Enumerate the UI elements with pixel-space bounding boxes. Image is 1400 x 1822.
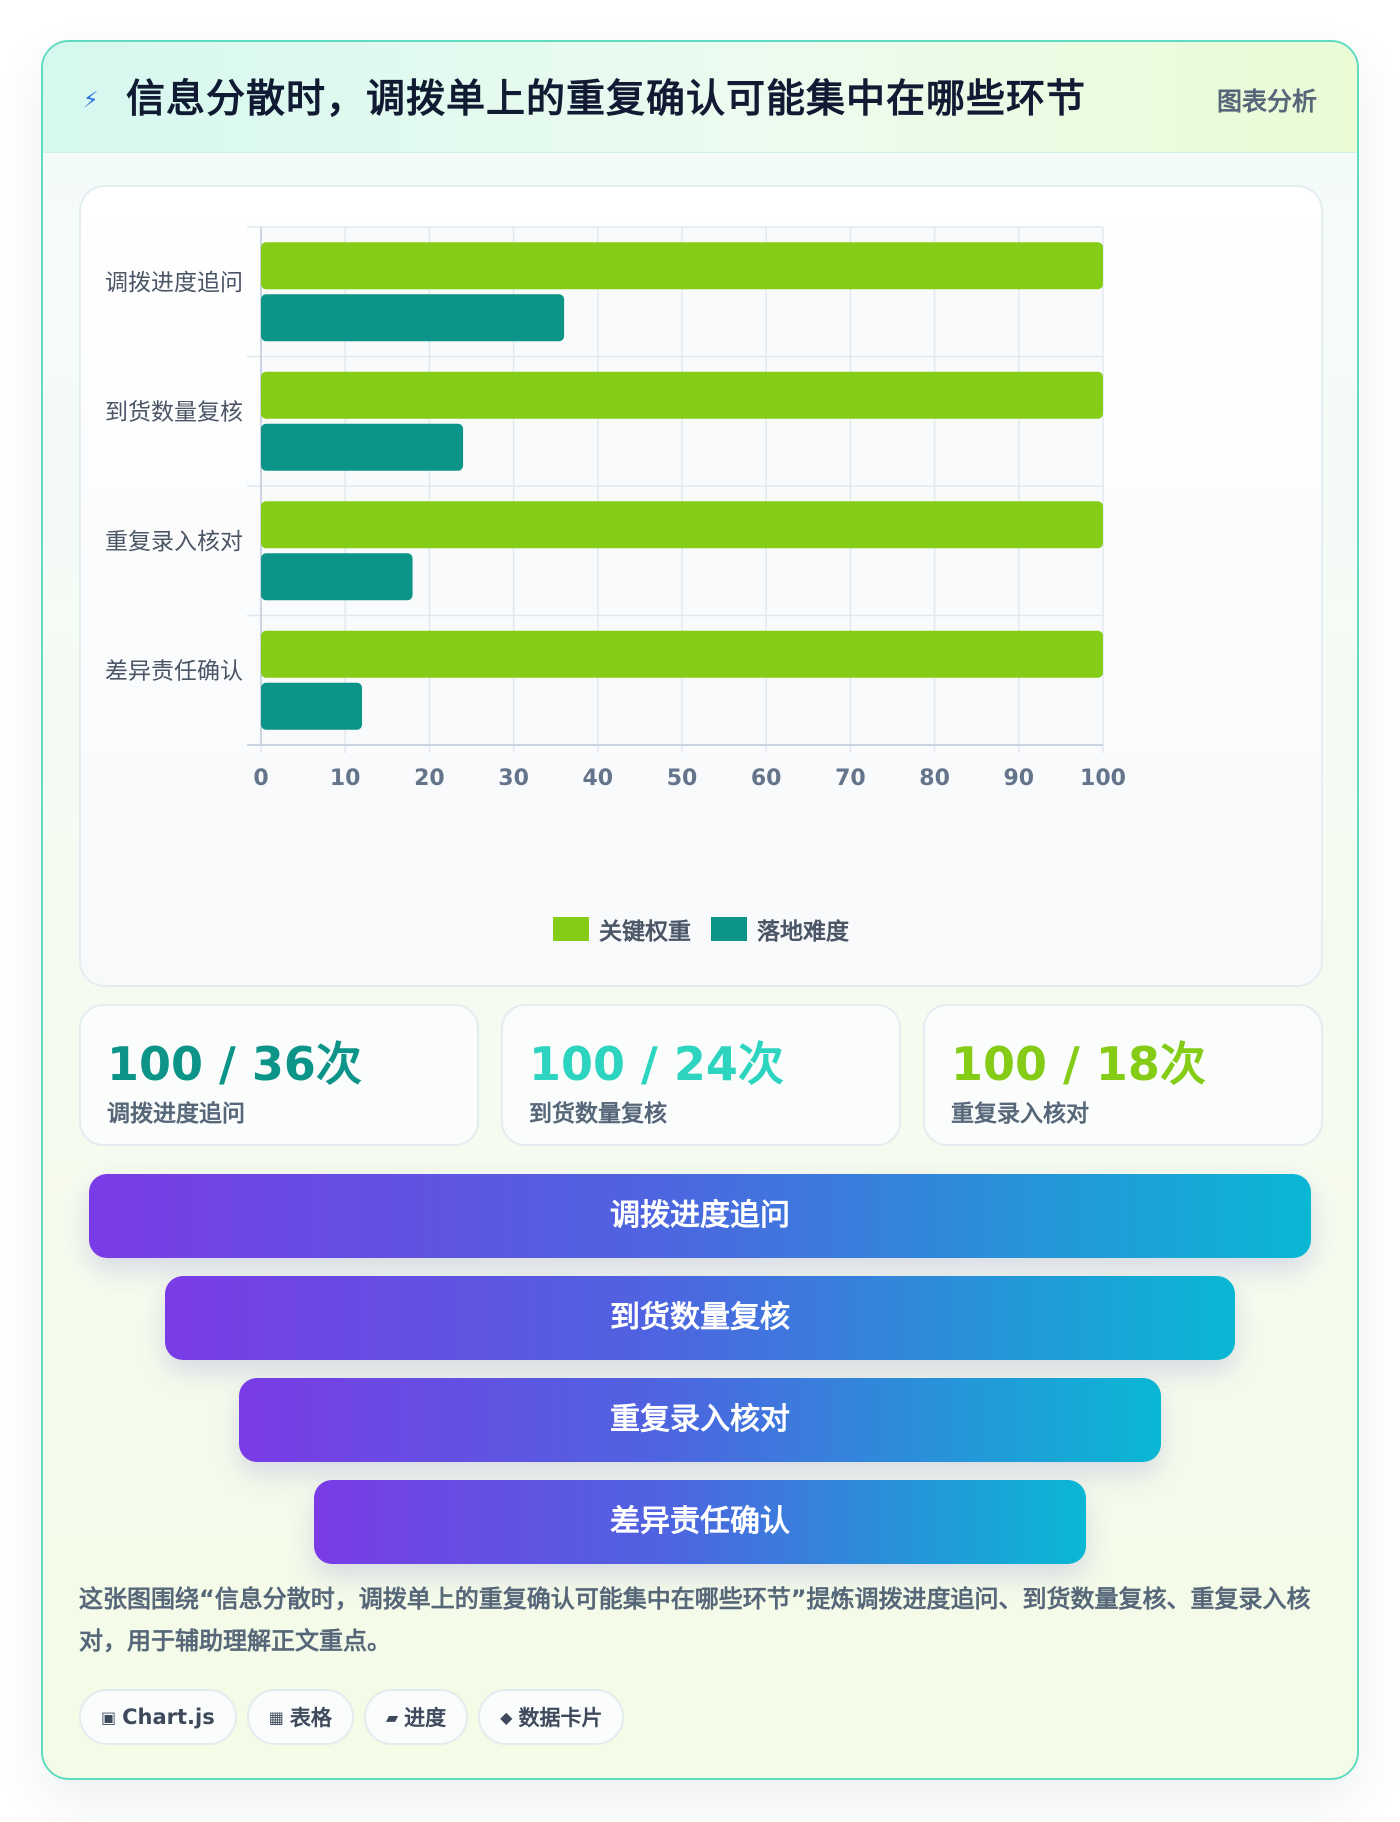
chip-label: 数据卡片 xyxy=(518,1706,603,1730)
chart-description: 这张图围绕“信息分散时，调拨单上的重复确认可能集中在哪些环节”提炼调拨进度追问、… xyxy=(79,1585,1311,1655)
bar-weight xyxy=(261,501,1103,549)
chip-data-card[interactable]: ◆ 数据卡片 xyxy=(478,1689,625,1745)
stat-value: 100 / 18次 xyxy=(951,1037,1206,1091)
x-tick-label: 0 xyxy=(253,766,268,791)
legend-item-difficulty[interactable]: 落地难度 xyxy=(711,912,849,946)
stat-value: 100 / 24次 xyxy=(529,1037,784,1091)
bar-chart-panel: 0 10 20 30 40 50 60 70 80 90 100 调拨进度追问 到货数量复核 重复录入核对… xyxy=(79,185,1323,987)
stat-label: 到货数量复核 xyxy=(529,1101,667,1127)
x-tick-label: 40 xyxy=(582,766,613,791)
legend-item-weight[interactable]: 关键权重 xyxy=(553,912,691,946)
chip-label: 进度 xyxy=(404,1706,447,1730)
bar-weight xyxy=(261,371,1103,419)
stat-card: 100 / 36次 调拨进度追问 xyxy=(79,1004,479,1146)
chart-icon: ▣ xyxy=(101,1707,117,1727)
lightning-icon: ⚡ xyxy=(83,88,99,113)
chart-legend: 关键权重 落地难度 xyxy=(81,912,1321,946)
x-tick-label: 100 xyxy=(1080,766,1126,791)
y-tick-label: 调拨进度追问 xyxy=(105,270,243,296)
chip-label: 表格 xyxy=(289,1706,332,1730)
bar-difficulty xyxy=(261,553,413,601)
bar-weight xyxy=(261,630,1103,678)
progress-icon: ▰ xyxy=(385,1707,399,1727)
x-tick-label: 80 xyxy=(919,766,950,791)
x-tick-label: 70 xyxy=(835,766,866,791)
stat-cards: 100 / 36次 调拨进度追问 100 / 24次 到货数量复核 100 / … xyxy=(79,1004,1323,1146)
stat-card: 100 / 18次 重复录入核对 xyxy=(923,1004,1323,1146)
bar-difficulty xyxy=(261,423,464,471)
chip-progress[interactable]: ▰ 进度 xyxy=(363,1689,469,1745)
chart-analysis-tag: 图表分析 xyxy=(1216,87,1317,116)
funnel-step: 到货数量复核 xyxy=(165,1276,1235,1360)
x-tick-label: 30 xyxy=(498,766,529,791)
y-tick-label: 到货数量复核 xyxy=(105,399,243,425)
legend-label-weight: 关键权重 xyxy=(599,919,691,945)
bar-weight xyxy=(261,242,1103,290)
table-icon: ▦ xyxy=(268,1707,284,1727)
bar-difficulty xyxy=(261,294,565,342)
funnel-step: 调拨进度追问 xyxy=(89,1174,1311,1258)
funnel-step: 差异责任确认 xyxy=(314,1480,1086,1564)
y-tick-label: 差异责任确认 xyxy=(105,658,243,684)
x-tick-label: 90 xyxy=(1003,766,1034,791)
chip-table[interactable]: ▦ 表格 xyxy=(246,1689,354,1745)
stat-label: 调拨进度追问 xyxy=(107,1101,245,1127)
bar-difficulty xyxy=(261,682,363,730)
page-title: 信息分散时，调拨单上的重复确认可能集中在哪些环节 xyxy=(126,77,1087,122)
funnel-step: 重复录入核对 xyxy=(239,1378,1161,1462)
x-tick-label: 60 xyxy=(751,766,782,791)
legend-swatch-weight xyxy=(553,917,589,941)
legend-swatch-difficulty xyxy=(711,917,747,941)
y-tick-label: 重复录入核对 xyxy=(105,529,243,555)
x-tick-label: 50 xyxy=(667,766,698,791)
x-tick-label: 20 xyxy=(414,766,445,791)
tag-chips: ▣ Chart.js ▦ 表格 ▰ 进度 ◆ 数据卡片 xyxy=(79,1689,625,1749)
stat-value: 100 / 36次 xyxy=(107,1037,362,1091)
card-header: ⚡ 信息分散时，调拨单上的重复确认可能集中在哪些环节 图表分析 xyxy=(43,42,1357,153)
x-tick-label: 10 xyxy=(330,766,361,791)
bar-chart: 0 10 20 30 40 50 60 70 80 90 100 调拨进度追问到货数量复核重复录入核对… xyxy=(105,226,1126,791)
chip-chartjs[interactable]: ▣ Chart.js xyxy=(79,1689,237,1745)
stat-label: 重复录入核对 xyxy=(951,1101,1089,1127)
card-icon: ◆ xyxy=(500,1707,513,1727)
chip-label: Chart.js xyxy=(122,1705,215,1729)
legend-label-difficulty: 落地难度 xyxy=(757,919,849,945)
chart-card: ⚡ 信息分散时，调拨单上的重复确认可能集中在哪些环节 图表分析 0 10 20 30 4… xyxy=(41,40,1359,1780)
stat-card: 100 / 24次 到货数量复核 xyxy=(501,1004,901,1146)
